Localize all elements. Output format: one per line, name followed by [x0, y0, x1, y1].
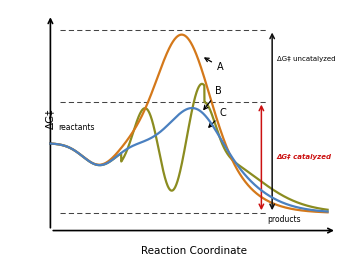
- Text: A: A: [205, 58, 223, 72]
- Text: ΔG‡: ΔG‡: [46, 109, 55, 129]
- Text: ΔG‡ catalyzed: ΔG‡ catalyzed: [277, 154, 332, 160]
- Text: B: B: [204, 86, 222, 109]
- Text: Reaction Coordinate: Reaction Coordinate: [141, 246, 247, 256]
- Text: ΔG‡ uncatalyzed: ΔG‡ uncatalyzed: [277, 56, 335, 62]
- Text: products: products: [267, 215, 301, 224]
- Text: reactants: reactants: [58, 123, 94, 132]
- Text: C: C: [209, 108, 226, 127]
